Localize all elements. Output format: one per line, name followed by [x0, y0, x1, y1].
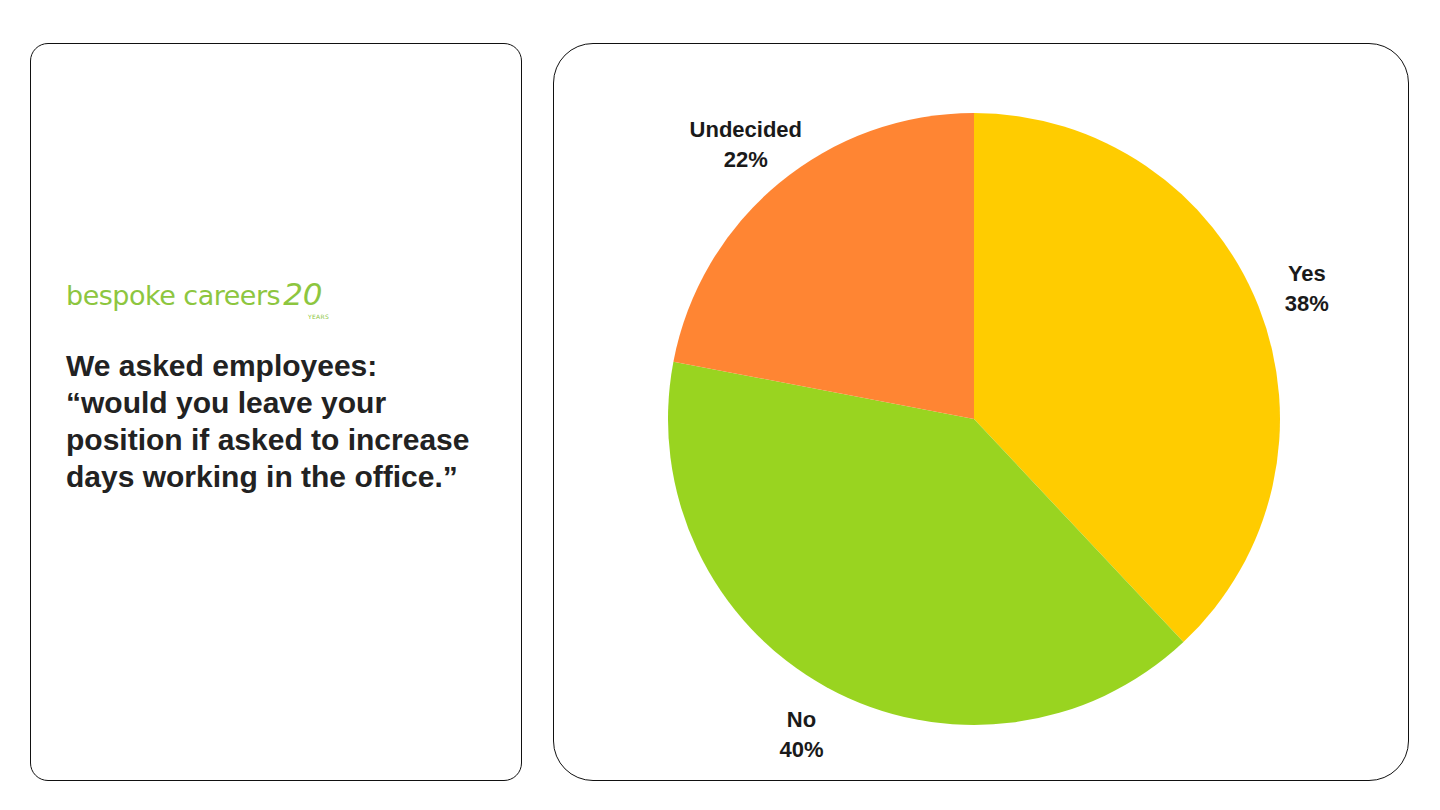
slice-value: 38% [1285, 291, 1329, 316]
chart-title: We asked employees: “would you leave you… [66, 347, 506, 495]
logo-number: 20 [283, 276, 322, 312]
logo-tag: YEARS [308, 313, 329, 320]
logo-text: bespoke careers [66, 280, 280, 311]
pie-chart: Yes 38% No 40% Undecided 22% [0, 0, 1440, 810]
pie-slice [673, 113, 974, 419]
slice-category: Yes [1288, 261, 1326, 286]
logo: bespoke careers20YEARS [66, 280, 323, 316]
slice-category: No [787, 707, 816, 732]
slices [668, 113, 1280, 725]
slice-value: 22% [724, 147, 768, 172]
pie-slice [668, 362, 1183, 725]
slice-value: 40% [780, 737, 824, 762]
slice-category: Undecided [690, 117, 802, 142]
